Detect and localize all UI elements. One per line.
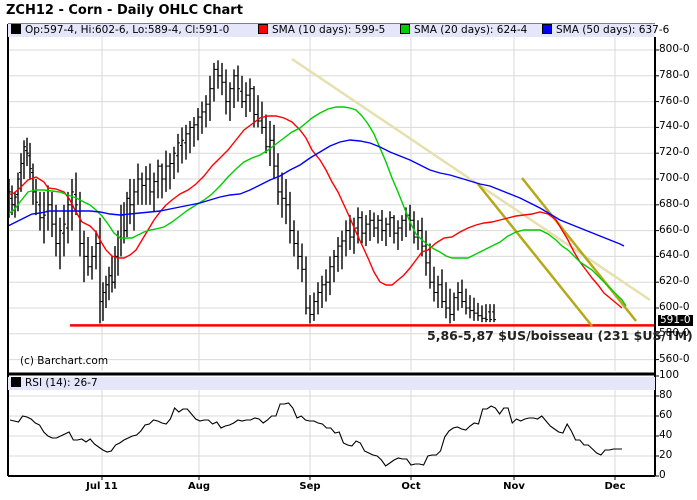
legend-rsi: RSI (14): 26-7 — [11, 377, 98, 390]
price-tick-label: 720-0 — [659, 146, 690, 159]
date-tick-label: Sep — [299, 481, 321, 492]
rsi-tick-label: 0 — [659, 469, 666, 481]
price-tick-label: 560-0 — [659, 352, 690, 365]
legend-ohlc-label: Op:597-4, Hi:602-6, Lo:589-4, Cl:591-0 — [25, 24, 230, 36]
price-tick-label: 760-0 — [659, 94, 690, 107]
sma-line — [7, 139, 625, 247]
date-tick-label: Dec — [604, 481, 626, 492]
date-tick-label: Oct — [401, 481, 421, 492]
trendline — [477, 183, 593, 327]
legend-sma20-label: SMA (20 days): 624-4 — [414, 24, 528, 36]
price-tick-label: 580-0 — [659, 326, 690, 339]
last-price-tag: 591-0 — [658, 314, 693, 326]
rsi-tick-label: 100 — [659, 369, 680, 381]
sma10-swatch-icon — [258, 24, 268, 34]
price-tick-label: 740-0 — [659, 120, 690, 133]
price-tick-label: 620-0 — [659, 275, 690, 288]
rsi-tick-label: 60 — [659, 409, 673, 421]
legend-ohlc: Op:597-4, Hi:602-6, Lo:589-4, Cl:591-0 — [11, 24, 229, 37]
price-tick-label: 800-0 — [659, 43, 690, 55]
sma-line — [7, 115, 623, 309]
legend-sma20: SMA (20 days): 624-4 — [400, 24, 527, 37]
price-panel — [8, 24, 655, 371]
price-tick-label: 600-0 — [659, 301, 690, 313]
legend-sma50-label: SMA (50 days): 637-6 — [556, 24, 670, 36]
price-tick-label: 640-0 — [659, 249, 690, 262]
legend-rsi-label: RSI (14): 26-7 — [25, 377, 98, 389]
sma50-swatch-icon — [542, 24, 552, 34]
chart-title: ZCH12 - Corn - Daily OHLC Chart — [6, 3, 243, 18]
price-tick-label: 660-0 — [659, 223, 690, 236]
sma-line — [7, 106, 627, 307]
date-tick-label: Nov — [503, 481, 525, 492]
sma20-swatch-icon — [400, 24, 410, 34]
legend-sma50: SMA (50 days): 637-6 — [542, 24, 669, 37]
price-tick-label: 700-0 — [659, 172, 690, 184]
copyright-text: (c) Barchart.com — [20, 355, 109, 367]
price-tick-label: 680-0 — [659, 197, 690, 210]
price-tick-label: 780-0 — [659, 68, 690, 81]
rsi-swatch-icon — [11, 377, 21, 387]
rsi-tick-label: 20 — [659, 449, 673, 461]
legend-sma10-label: SMA (10 days): 599-5 — [272, 24, 386, 36]
support-annotation: 5,86-5,87 $US/boisseau (231 $US/TM) — [427, 328, 693, 343]
ohlc-swatch-icon — [11, 24, 21, 34]
legend-sma10: SMA (10 days): 599-5 — [258, 24, 385, 37]
rsi-line — [9, 402, 622, 467]
rsi-panel — [8, 377, 655, 476]
rsi-tick-label: 40 — [659, 429, 673, 441]
trendline — [291, 57, 651, 302]
trendline — [521, 177, 637, 322]
date-tick-label: Jul 11 — [86, 481, 118, 492]
date-tick-label: Aug — [187, 481, 211, 492]
rsi-tick-label: 80 — [659, 389, 673, 401]
price-legend: Op:597-4, Hi:602-6, Lo:589-4, Cl:591-0 S… — [8, 24, 669, 37]
rsi-legend: RSI (14): 26-7 — [8, 377, 655, 390]
